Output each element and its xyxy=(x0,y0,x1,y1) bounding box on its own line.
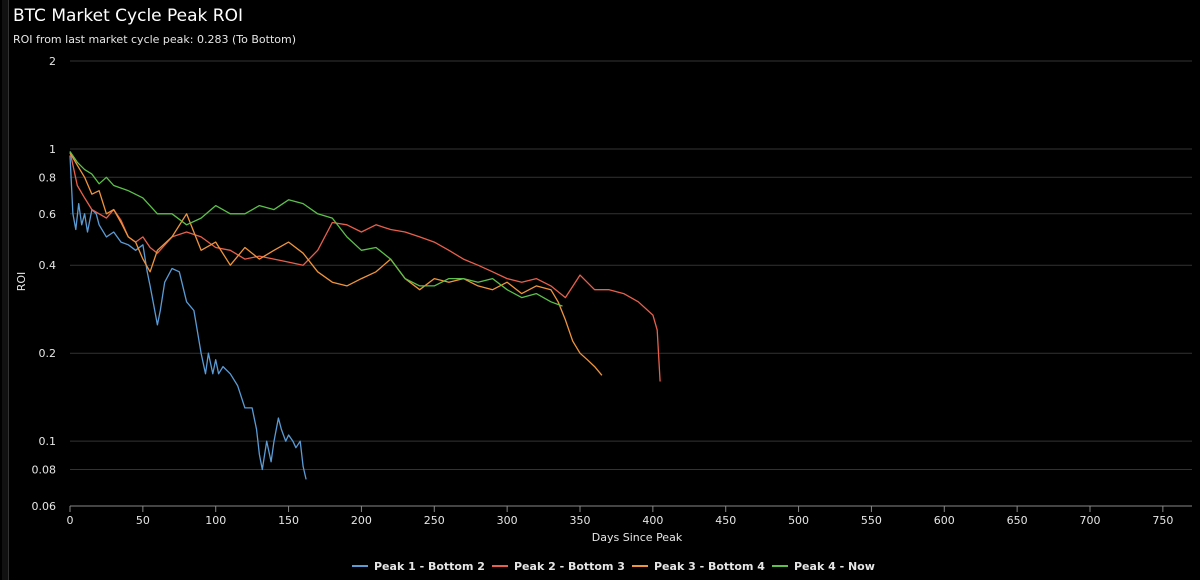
legend-label: Peak 4 - Now xyxy=(794,560,875,573)
x-tick-label: 200 xyxy=(351,514,372,527)
series-line-4 xyxy=(69,151,563,307)
x-tick-label: 100 xyxy=(205,514,226,527)
x-tick-label: 150 xyxy=(278,514,299,527)
x-tick-label: 0 xyxy=(67,514,74,527)
legend-item[interactable]: Peak 4 - Now xyxy=(772,560,875,573)
y-tick-label: 0.06 xyxy=(32,500,57,513)
legend-label: Peak 3 - Bottom 4 xyxy=(654,560,765,573)
y-tick-label: 0.8 xyxy=(39,171,57,184)
y-tick-label: 0.1 xyxy=(39,435,57,448)
x-tick-label: 750 xyxy=(1152,514,1173,527)
legend-item[interactable]: Peak 3 - Bottom 4 xyxy=(632,560,765,573)
legend: Peak 1 - Bottom 2 Peak 2 - Bottom 3 Peak 3… xyxy=(352,560,875,573)
chart-subtitle: ROI from last market cycle peak: 0.283 (… xyxy=(13,33,296,46)
y-tick-label: 2 xyxy=(49,55,56,68)
y-axis-ticks: 0.06 0.08 0.1 0.2 0.4 0.6 0.8 1 2 xyxy=(32,55,57,513)
series-line-2 xyxy=(69,151,661,382)
x-tick-label: 650 xyxy=(1007,514,1028,527)
x-tick-label: 700 xyxy=(1080,514,1101,527)
y-tick-label: 1 xyxy=(49,143,56,156)
series-lines xyxy=(69,151,661,480)
series-line-1 xyxy=(69,155,307,480)
chart-title: BTC Market Cycle Peak ROI xyxy=(13,6,244,26)
x-tick-label: 500 xyxy=(788,514,809,527)
x-axis-title: Days Since Peak xyxy=(592,531,683,544)
legend-item[interactable]: Peak 1 - Bottom 2 xyxy=(352,560,485,573)
y-tick-label: 0.6 xyxy=(39,208,57,221)
x-tick-label: 450 xyxy=(715,514,736,527)
y-tick-label: 0.4 xyxy=(39,259,57,272)
x-tick-label: 300 xyxy=(497,514,518,527)
y-axis-title: ROI xyxy=(15,272,28,292)
y-tick-label: 0.2 xyxy=(39,347,57,360)
legend-item[interactable]: Peak 2 - Bottom 3 xyxy=(492,560,625,573)
x-tick-label: 600 xyxy=(934,514,955,527)
window-edge xyxy=(2,0,9,580)
legend-label: Peak 1 - Bottom 2 xyxy=(374,560,485,573)
x-tick-label: 550 xyxy=(861,514,882,527)
x-tick-label: 50 xyxy=(136,514,150,527)
x-tick-label: 400 xyxy=(642,514,663,527)
series-line-3 xyxy=(69,152,603,376)
y-tick-label: 0.08 xyxy=(32,463,57,476)
legend-label: Peak 2 - Bottom 3 xyxy=(514,560,625,573)
x-axis-ticks: 0 50 100 150 200 250 300 350 400 450 500 550 600 650 7… xyxy=(67,506,1173,527)
x-tick-label: 350 xyxy=(570,514,591,527)
grid-lines xyxy=(70,60,1192,507)
x-tick-label: 250 xyxy=(424,514,445,527)
